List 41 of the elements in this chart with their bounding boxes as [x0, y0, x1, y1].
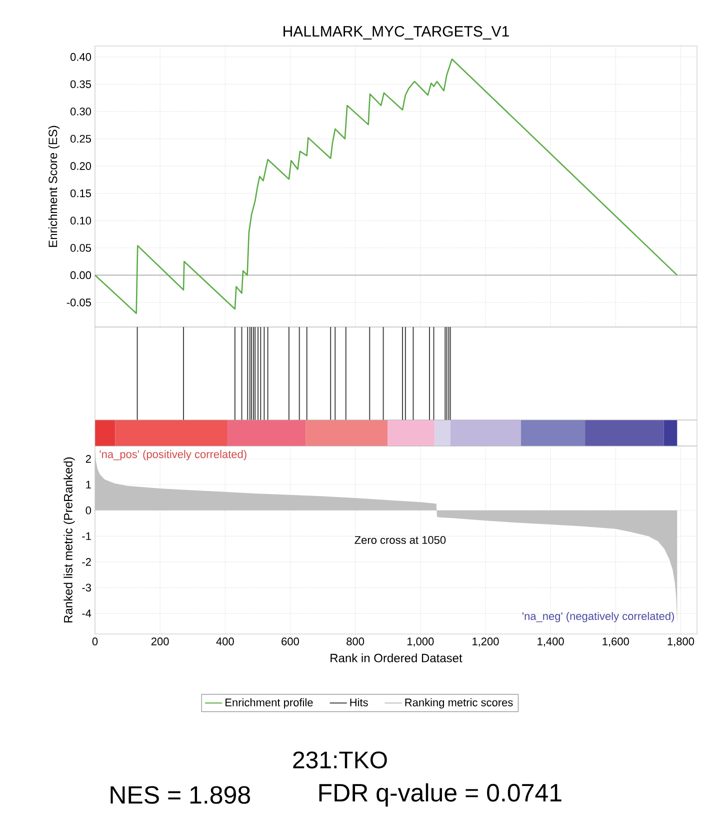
- y-tick-label: 0.30: [70, 108, 92, 116]
- y-axis-title: Enrichment Score (ES): [48, 126, 60, 247]
- annotation: 'na_pos' (positively correlated): [100, 450, 246, 460]
- y-tick-label: 0.00: [70, 271, 92, 280]
- legend-label: Ranking metric scores: [405, 698, 513, 708]
- x-tick-label: 0: [92, 638, 98, 646]
- x-tick-label: 400: [216, 638, 234, 646]
- y-tick-label: 0.05: [70, 244, 91, 252]
- y-tick-label: 0.40: [70, 53, 92, 61]
- y-tick-label: 0.35: [70, 80, 91, 88]
- annotation: Zero cross at 1050: [354, 536, 446, 544]
- y-axis-title: Ranked list metric (PreRanked): [64, 457, 75, 622]
- text: Enrichment profile: [226, 698, 313, 708]
- y-tick-label: -0.05: [66, 298, 91, 306]
- chart-title: HALLMARK_MYC_TARGETS_V1: [284, 26, 509, 40]
- x-tick-label: 1,200: [472, 638, 499, 647]
- x-axis-title: Rank in Ordered Dataset: [330, 653, 462, 662]
- x-tick-label: 1,000: [407, 638, 434, 647]
- x-tick-label: 1,800: [668, 638, 694, 647]
- x-tick-label: 1,400: [538, 638, 564, 647]
- y-tick-label: 0.15: [70, 189, 91, 198]
- y-tick-label: 2: [86, 455, 91, 463]
- x-tick-label: 800: [346, 638, 364, 646]
- y-tick-label: -2: [82, 558, 91, 566]
- text: Hits: [350, 698, 368, 706]
- line-series: [94, 58, 678, 314]
- x-tick-label: 1,600: [602, 638, 629, 647]
- y-tick-label: -4: [82, 610, 92, 618]
- y-tick-label: 0: [86, 506, 92, 514]
- y-tick-label: 0.20: [70, 162, 92, 170]
- text: 231:TKO: [293, 751, 387, 768]
- text: NES = 1.898: [110, 786, 250, 804]
- x-tick-label: 600: [282, 638, 299, 646]
- text: FDR q-value = 0.0741: [319, 783, 562, 807]
- y-tick-label: 1: [86, 480, 91, 488]
- y-tick-label: 0.25: [70, 134, 91, 143]
- y-tick-label: -3: [82, 584, 91, 592]
- annotation: 'na_neg' (negatively correlated): [522, 612, 674, 622]
- y-tick-label: -1: [82, 532, 91, 540]
- x-tick-label: 200: [151, 638, 169, 646]
- y-tick-label: 0.10: [70, 216, 92, 224]
